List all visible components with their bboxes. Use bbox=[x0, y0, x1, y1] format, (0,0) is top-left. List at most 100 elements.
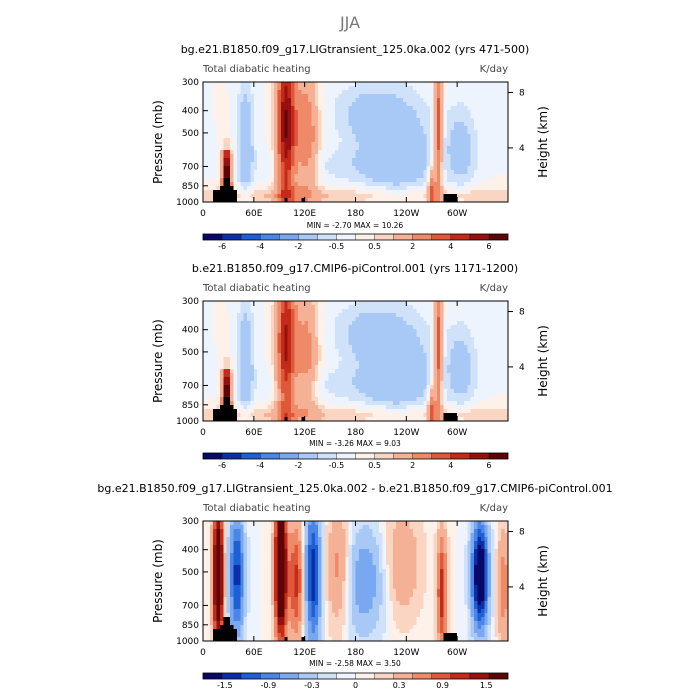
heatmap-cell bbox=[369, 349, 373, 354]
heatmap-cell bbox=[355, 198, 360, 203]
heatmap-cell bbox=[440, 301, 445, 306]
heatmap-cell bbox=[311, 142, 316, 147]
heatmap-cell bbox=[399, 178, 404, 183]
heatmap-cell bbox=[453, 178, 458, 183]
heatmap-cell bbox=[369, 369, 373, 374]
heatmap-cell bbox=[450, 329, 455, 334]
heatmap-cell bbox=[328, 301, 333, 306]
heatmap-cell bbox=[426, 130, 431, 135]
heatmap-cell bbox=[477, 381, 482, 386]
heatmap-cell bbox=[409, 349, 414, 354]
heatmap-cell bbox=[338, 134, 343, 139]
heatmap-cell bbox=[504, 361, 509, 366]
heatmap-cell bbox=[355, 309, 360, 314]
heatmap-cell bbox=[494, 349, 499, 354]
heatmap-cell bbox=[467, 381, 472, 386]
heatmap-cell bbox=[341, 317, 346, 322]
heatmap-cell bbox=[396, 381, 400, 386]
heatmap-cell bbox=[433, 118, 438, 123]
heatmap-cell bbox=[402, 122, 407, 127]
heatmap-cell bbox=[206, 166, 211, 171]
heatmap-cell bbox=[457, 369, 461, 374]
heatmap-cell bbox=[308, 317, 312, 322]
heatmap-cell bbox=[358, 337, 363, 342]
heatmap-cell bbox=[436, 146, 441, 151]
heatmap-cell bbox=[301, 357, 306, 362]
heatmap-cell bbox=[467, 190, 472, 195]
heatmap-cell bbox=[284, 190, 289, 195]
heatmap-cell bbox=[362, 122, 367, 127]
heatmap-cell bbox=[297, 357, 302, 362]
heatmap-cell bbox=[406, 110, 411, 115]
heatmap-cell bbox=[392, 178, 397, 183]
heatmap-cell bbox=[443, 174, 448, 179]
heatmap-cell bbox=[270, 305, 275, 310]
heatmap-cell bbox=[460, 182, 465, 187]
heatmap-cell bbox=[369, 325, 373, 330]
heatmap-cell bbox=[487, 325, 492, 330]
heatmap-cell bbox=[504, 341, 509, 346]
heatmap-cell bbox=[430, 170, 434, 175]
heatmap-cell bbox=[355, 361, 360, 366]
heatmap-cell bbox=[311, 134, 316, 139]
heatmap-cell bbox=[209, 317, 214, 322]
heatmap-cell bbox=[436, 90, 441, 95]
heatmap-cell bbox=[409, 369, 414, 374]
heatmap-cell bbox=[341, 385, 346, 390]
heatmap-cell bbox=[470, 361, 475, 366]
heatmap-cell bbox=[264, 150, 268, 155]
heatmap-cell bbox=[406, 142, 411, 147]
heatmap-cell bbox=[294, 325, 299, 330]
heatmap-cell bbox=[280, 385, 285, 390]
heatmap-cell bbox=[240, 134, 245, 139]
heatmap-cell bbox=[436, 182, 441, 187]
heatmap-cell bbox=[416, 389, 421, 394]
heatmap-cell bbox=[240, 126, 245, 131]
heatmap-cell bbox=[287, 301, 292, 306]
heatmap-cell bbox=[274, 154, 278, 159]
heatmap-cell bbox=[226, 393, 231, 398]
heatmap-cell bbox=[423, 309, 428, 314]
heatmap-cell bbox=[335, 106, 339, 111]
heatmap-cell bbox=[484, 365, 489, 370]
right-axis-label: Height (km) bbox=[536, 106, 550, 177]
heatmap-cell bbox=[487, 86, 492, 91]
heatmap-cell bbox=[491, 369, 495, 374]
heatmap-cell bbox=[419, 162, 424, 167]
heatmap-cell bbox=[497, 381, 502, 386]
heatmap-cell bbox=[362, 385, 367, 390]
heatmap-cell bbox=[325, 90, 329, 95]
heatmap-cell bbox=[447, 110, 451, 115]
heatmap-cell bbox=[369, 90, 373, 95]
heatmap-cell bbox=[287, 377, 292, 382]
heatmap-cell bbox=[494, 134, 499, 139]
heatmap-cell bbox=[379, 341, 384, 346]
heatmap-cell bbox=[338, 154, 343, 159]
heatmap-cell bbox=[480, 138, 485, 143]
heatmap-cell bbox=[250, 182, 255, 187]
heatmap-cell bbox=[345, 82, 350, 87]
heatmap-cell bbox=[314, 198, 319, 203]
heatmap-cell bbox=[213, 325, 217, 330]
heatmap-cell bbox=[226, 385, 231, 390]
heatmap-cell bbox=[406, 321, 411, 326]
heatmap-cell bbox=[277, 301, 282, 306]
heatmap-cell bbox=[335, 349, 339, 354]
heatmap-cell bbox=[308, 301, 312, 306]
heatmap-cell bbox=[213, 194, 217, 199]
heatmap-cell bbox=[264, 353, 268, 358]
heatmap-cell bbox=[497, 385, 502, 390]
heatmap-cell bbox=[416, 86, 421, 91]
heatmap-cell bbox=[230, 357, 234, 362]
heatmap-cell bbox=[311, 377, 316, 382]
heatmap-cell bbox=[345, 361, 350, 366]
season-title: JJA bbox=[339, 13, 360, 32]
heatmap-cell bbox=[372, 178, 377, 183]
heatmap-cell bbox=[297, 142, 302, 147]
heatmap-cell bbox=[297, 369, 302, 374]
heatmap-cell bbox=[352, 166, 356, 171]
heatmap-cell bbox=[213, 309, 217, 314]
heatmap-cell bbox=[463, 106, 468, 111]
heatmap-cell bbox=[294, 365, 299, 370]
heatmap-cell bbox=[497, 333, 502, 338]
